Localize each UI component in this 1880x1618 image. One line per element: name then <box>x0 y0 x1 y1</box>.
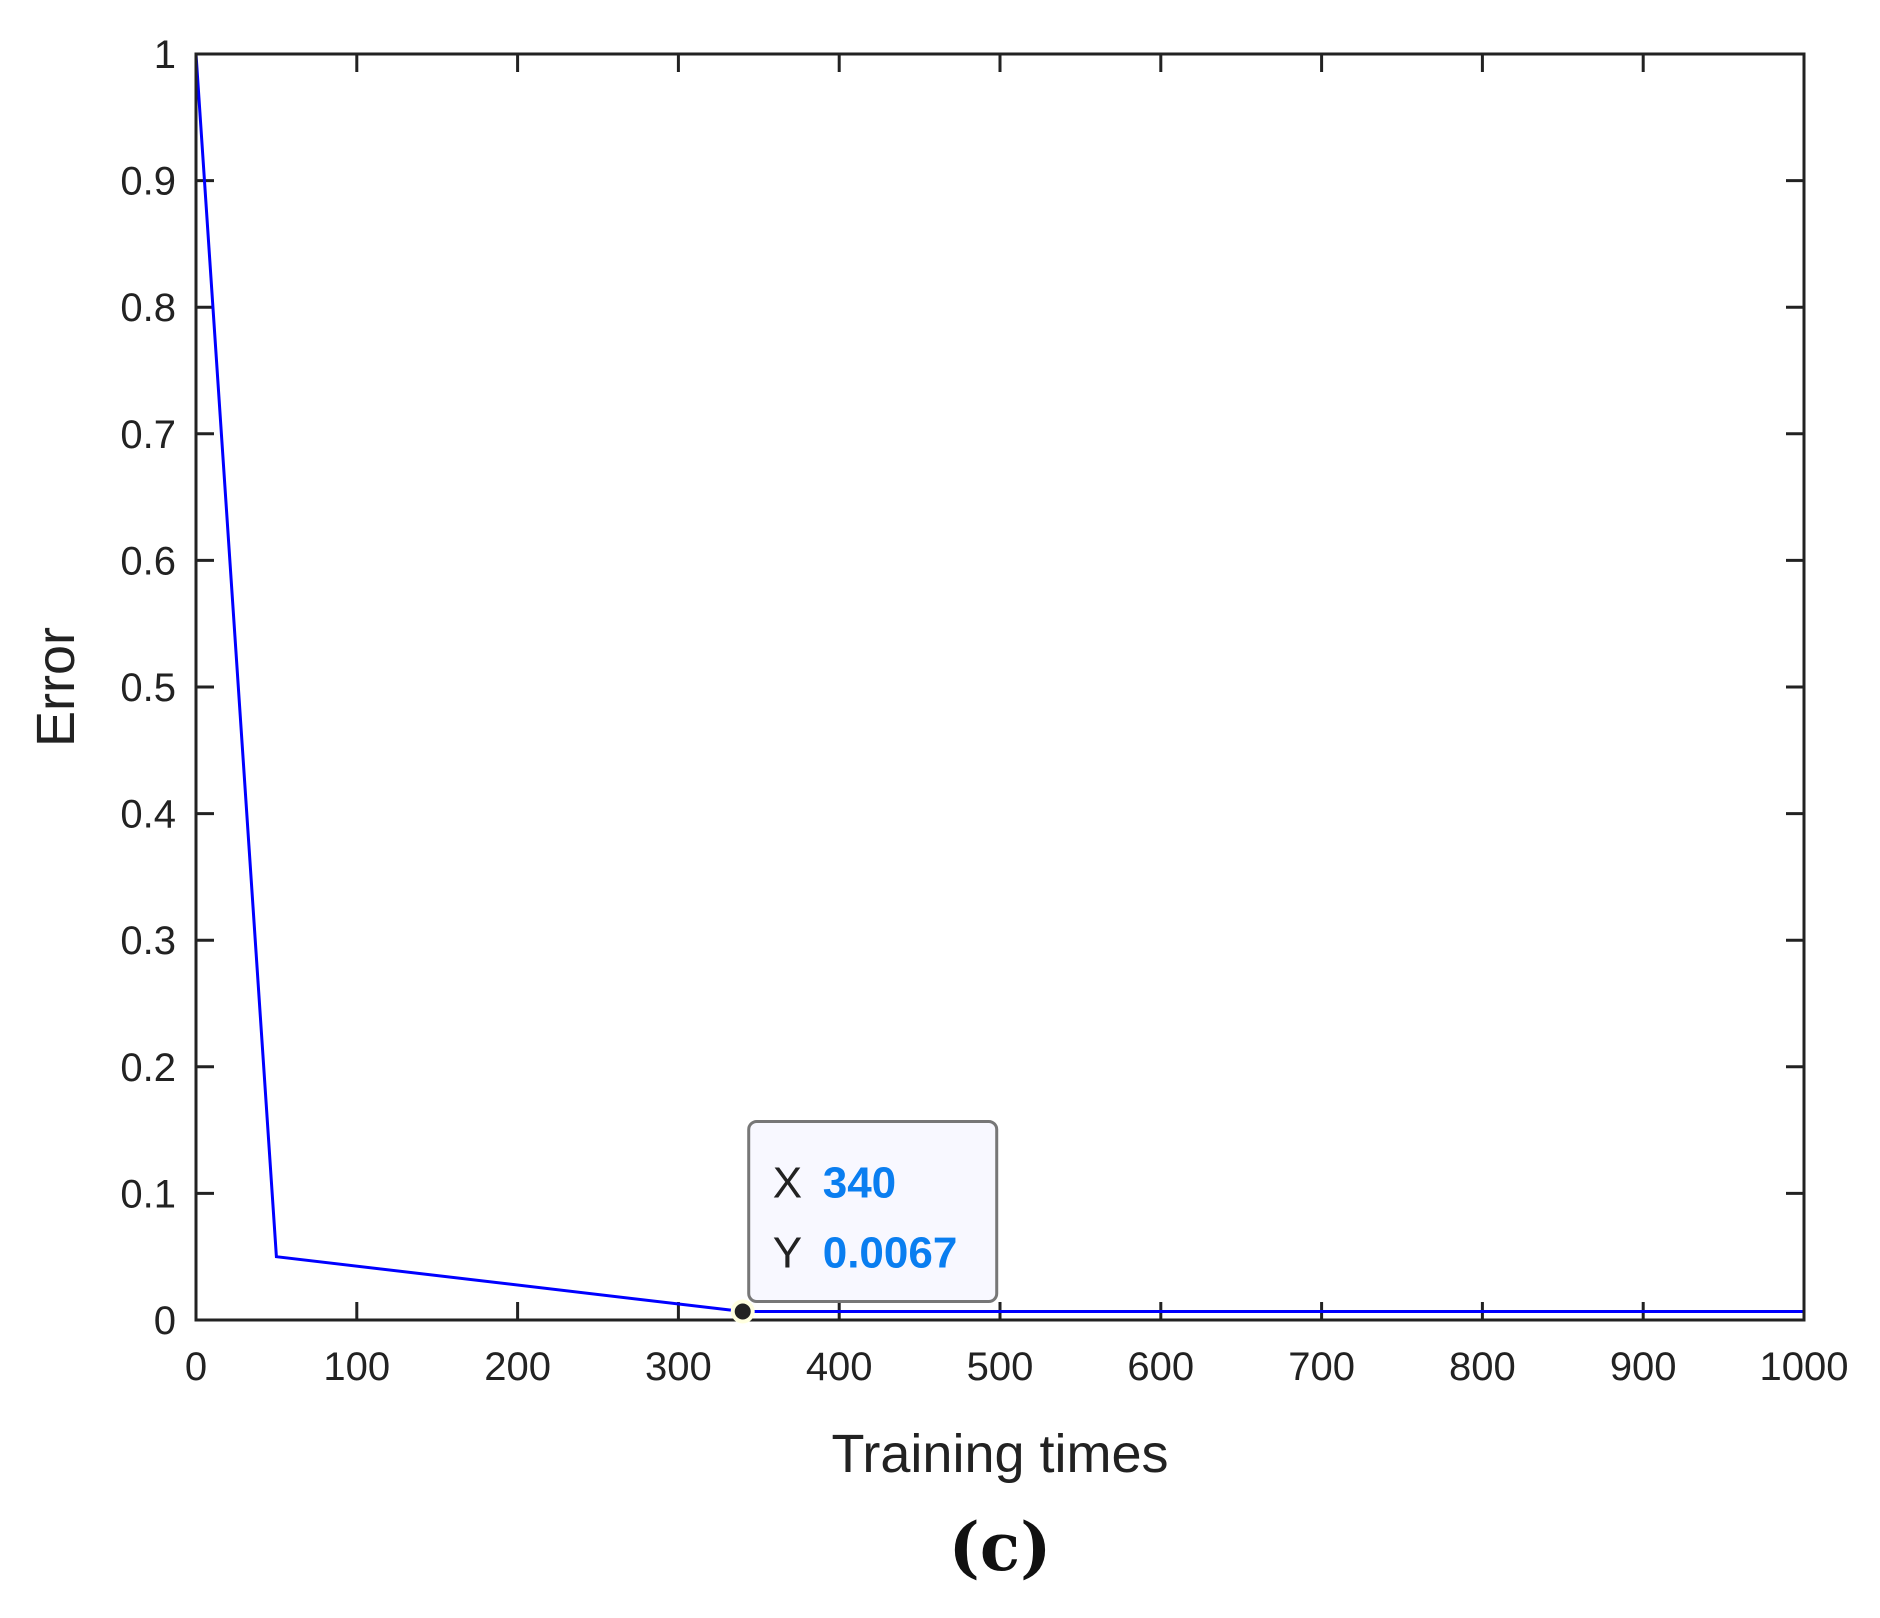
datatip-marker <box>730 1299 755 1324</box>
x-tick-label-10: 1000 <box>1760 1345 1849 1389</box>
y-tick-label-10: 1 <box>154 33 176 77</box>
y-tick-label-2: 0.2 <box>120 1046 176 1090</box>
x-axis-label: Training times <box>831 1424 1168 1484</box>
datatip-y-value: 0.0067 <box>823 1229 958 1278</box>
x-tick-label-2: 200 <box>484 1345 551 1389</box>
y-tick-label-4: 0.4 <box>120 793 176 837</box>
x-tick-label-1: 100 <box>323 1345 390 1389</box>
x-tick-label-9: 900 <box>1610 1345 1677 1389</box>
x-tick-label-7: 700 <box>1288 1345 1355 1389</box>
y-tick-label-9: 0.9 <box>120 160 176 204</box>
datatip[interactable]: X 340 Y 0.0067 <box>730 1120 999 1324</box>
x-tick-label-5: 500 <box>967 1345 1034 1389</box>
y-tick-label-1: 0.1 <box>120 1172 176 1216</box>
datatip-y-key: Y <box>773 1229 802 1278</box>
datatip-x-key: X <box>773 1159 802 1208</box>
error-series-line <box>194 53 1804 1313</box>
x-tick-label-0: 0 <box>185 1345 207 1389</box>
plot-area-frame <box>194 52 1806 1322</box>
x-tick-label-3: 300 <box>645 1345 712 1389</box>
y-tick-label-6: 0.6 <box>120 539 176 583</box>
axis-ticks <box>194 52 1806 1322</box>
datatip-x-value: 340 <box>823 1159 896 1208</box>
tick-labels: 0 100 200 300 400 500 600 700 800 900 1000 0 0.1 0.2 0… <box>120 33 1848 1389</box>
y-tick-label-0: 0 <box>154 1299 176 1343</box>
panel-label: (c) <box>949 1508 1052 1586</box>
y-tick-label-5: 0.5 <box>120 666 176 710</box>
y-tick-label-3: 0.3 <box>120 919 176 963</box>
x-tick-label-6: 600 <box>1127 1345 1194 1389</box>
x-tick-label-8: 800 <box>1449 1345 1516 1389</box>
x-tick-label-4: 400 <box>806 1345 873 1389</box>
datatip-box <box>747 1120 999 1304</box>
y-tick-label-8: 0.8 <box>120 286 176 330</box>
y-tick-label-7: 0.7 <box>120 413 176 457</box>
y-axis-label: Error <box>26 627 86 747</box>
